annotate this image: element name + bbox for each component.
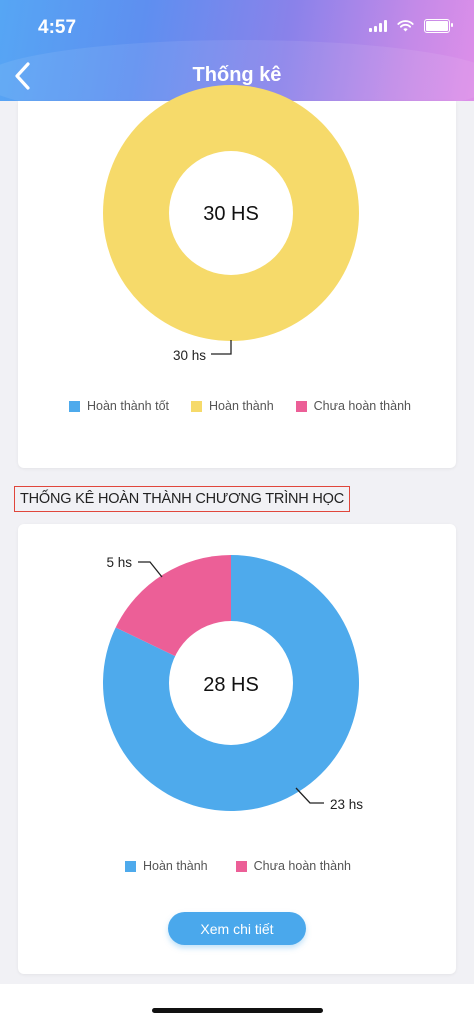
chart2-callout-label-small: 5 hs: [106, 555, 132, 570]
donut-hole-1: [169, 151, 293, 275]
legend1-label-notdone: Chưa hoàn thành: [313, 399, 411, 413]
legend2-item-done[interactable]: Hoàn thành: [125, 859, 208, 873]
legend-swatch-pink: [235, 860, 247, 872]
back-icon[interactable]: [12, 60, 36, 92]
legend2-label-done: Hoàn thành: [143, 859, 208, 873]
status-icons: [369, 19, 453, 33]
legend2-item-notdone[interactable]: Chưa hoàn thành: [235, 859, 351, 873]
legend1-item-good[interactable]: Hoàn thành tốt: [69, 399, 169, 413]
wifi-icon: [397, 20, 414, 32]
legend1-item-done[interactable]: Hoàn thành: [191, 399, 274, 413]
chart2-callout-label-large: 23 hs: [330, 797, 363, 812]
header: 4:57 Thống kê: [0, 0, 474, 101]
legend-swatch-yellow: [191, 400, 203, 412]
chart2-callout-line-large: [295, 787, 324, 804]
legend2-label-notdone: Chưa hoàn thành: [253, 859, 351, 873]
legend-2: Hoàn thành Chưa hoàn thành: [125, 859, 351, 873]
view-details-button[interactable]: Xem chi tiết: [168, 912, 306, 945]
donut-hole-2: [169, 621, 293, 745]
legend-swatch-blue: [125, 860, 136, 872]
signal-icon: [369, 20, 387, 32]
chart1-callout-label: 30 hs: [173, 348, 206, 363]
donut-chart-1: 30 HS 30 hs: [103, 85, 359, 363]
chart2-center-label: 28 HS: [203, 674, 259, 696]
legend1-label-good: Hoàn thành tốt: [87, 399, 170, 413]
legend-1: Hoàn thành tốt Hoàn thành Chưa hoàn thàn…: [69, 399, 411, 413]
bottom-safe-area: [0, 984, 474, 1024]
home-indicator: [152, 1008, 323, 1013]
donut-chart-2: 28 HS 5 hs 23 hs: [103, 555, 363, 812]
status-time: 4:57: [38, 17, 77, 38]
chart2-callout-line-small: [138, 561, 163, 578]
section-title: THỐNG KÊ HOÀN THÀNH CHƯƠNG TRÌNH HỌC: [14, 486, 351, 512]
chart1-callout-line: [211, 340, 232, 355]
page-title: Thống kê: [192, 64, 282, 86]
legend-swatch-blue: [69, 400, 80, 412]
legend1-item-notdone[interactable]: Chưa hoàn thành: [295, 399, 411, 413]
battery-icon: [424, 19, 453, 33]
chart1-center-label: 30 HS: [203, 203, 259, 225]
legend1-label-done: Hoàn thành: [209, 399, 274, 413]
legend-swatch-pink: [295, 400, 307, 412]
